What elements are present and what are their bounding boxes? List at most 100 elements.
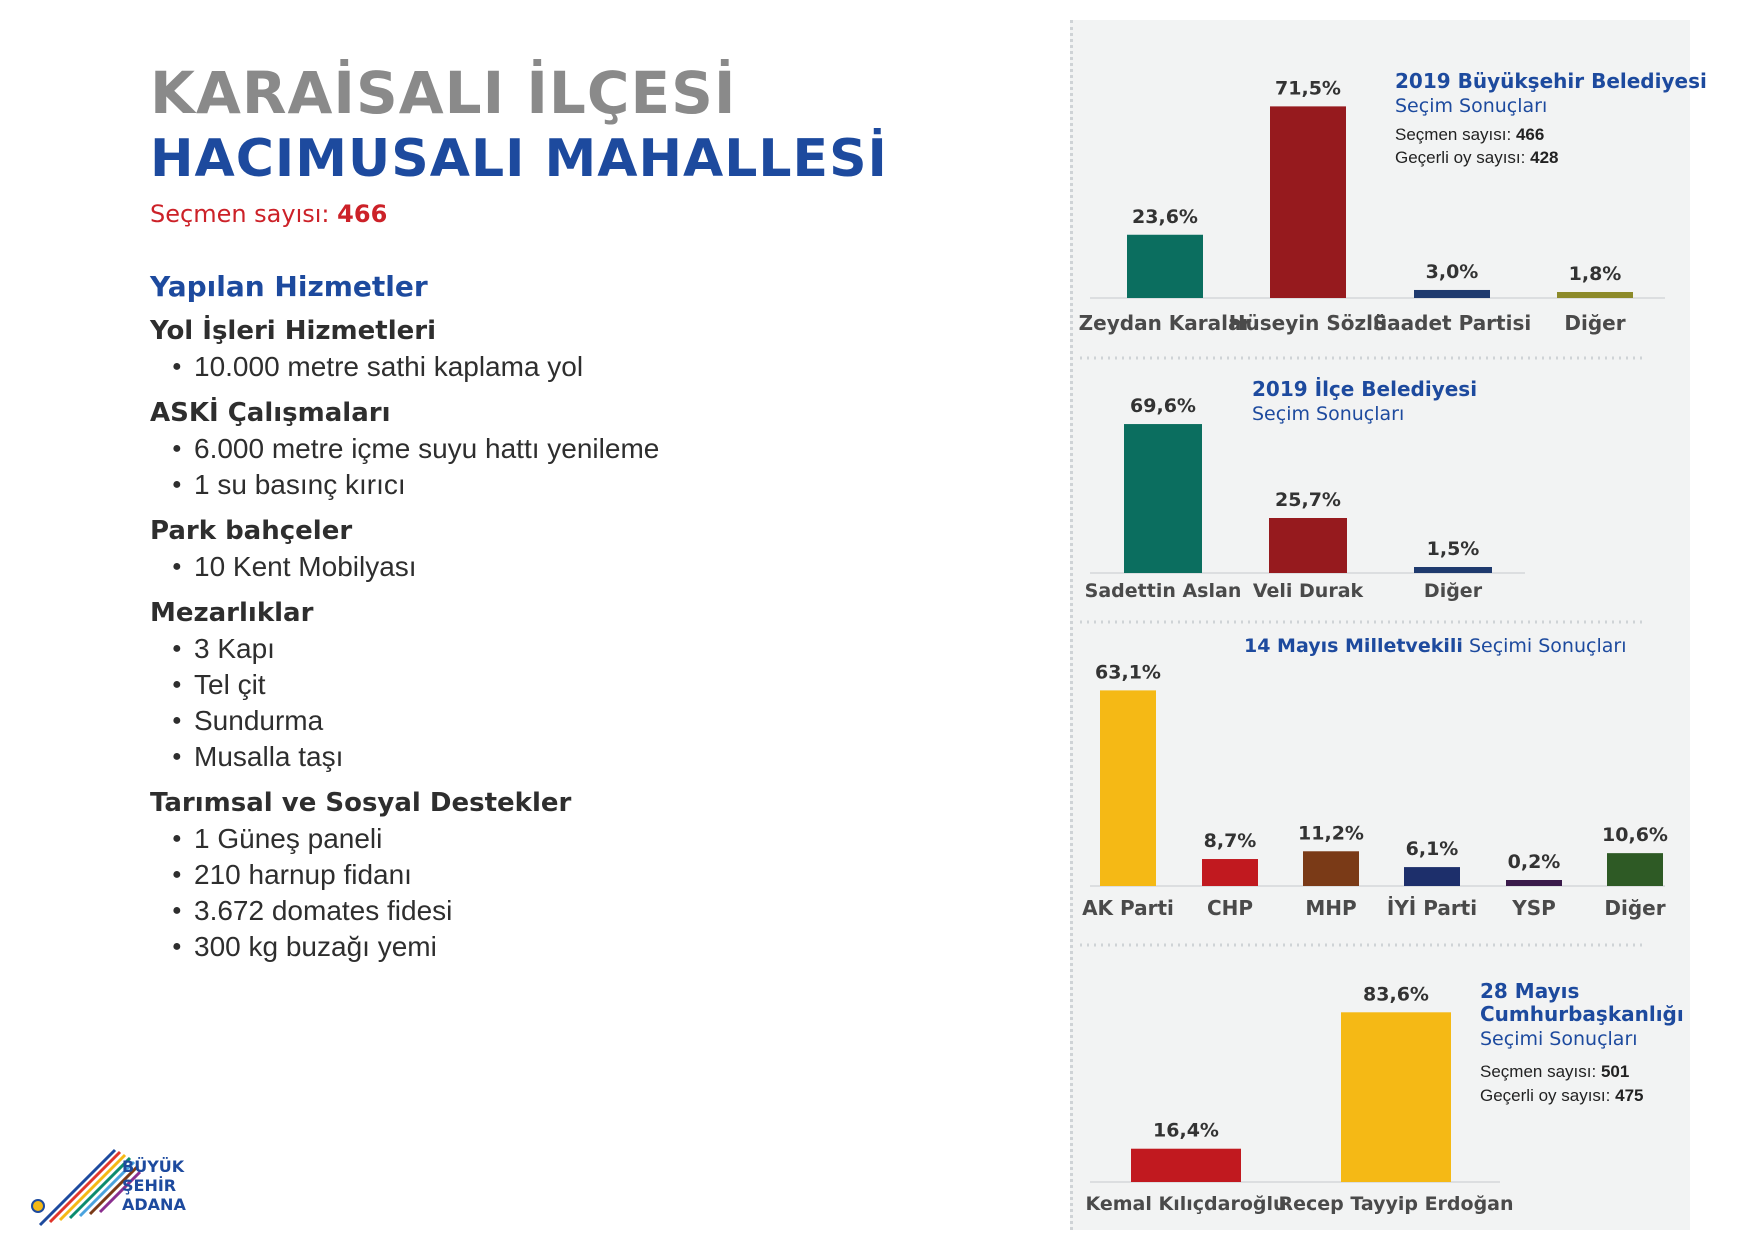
service-item: 210 harnup fidanı [172,857,950,893]
chart-category-label: Diğer [1604,896,1665,920]
chart-data-label: 23,6% [1132,206,1198,228]
chart-data-label: 3,0% [1426,261,1479,283]
chart-data-label: 63,1% [1095,661,1161,683]
chart-title-main: 14 Mayıs Milletvekili [1244,635,1463,657]
chart-bar [1414,289,1490,298]
service-section: Tarımsal ve Sosyal Destekler1 Güneş pane… [150,785,950,965]
chart-data-label: 83,6% [1363,983,1429,1005]
chart-subtitle: Seçim Sonuçları [1395,95,1547,117]
chart-bar [1100,690,1156,886]
chart-title: 2019 Büyükşehir Belediyesi [1395,69,1707,93]
service-item: 1 su basınç kırıcı [172,467,950,503]
service-section-title: Mezarlıklar [150,598,314,628]
chart-category-label: Diğer [1564,311,1625,335]
chart-info: Geçerli oy sayısı: 428 [1395,148,1558,167]
chart-info-value: 428 [1530,148,1558,167]
chart-bar [1202,859,1258,886]
service-items: 6.000 metre içme suyu hattı yenileme1 su… [150,431,950,503]
chart-data-label: 11,2% [1298,822,1364,844]
chart-category-label: CHP [1207,896,1253,920]
chart-category-label: İYİ Parti [1387,896,1477,920]
service-item: Sundurma [172,703,950,739]
service-items: 1 Güneş paneli210 harnup fidanı3.672 dom… [150,821,950,965]
chart-info-label: Seçmen sayısı: [1395,125,1511,144]
chart-category-label: Zeydan Karalar [1079,311,1252,335]
services-title: Yapılan Hizmetler [150,270,428,303]
service-section: Mezarlıklar3 KapıTel çitSundurmaMusalla … [150,595,950,775]
chart-bar [1269,518,1347,573]
chart-bar [1341,1012,1451,1182]
service-section-title: Yol İşleri Hizmetleri [150,316,436,346]
chart-info: Seçmen sayısı: 501 [1480,1062,1629,1081]
chart-data-label: 71,5% [1275,77,1341,99]
chart-title-line-2: Cumhurbaşkanlığı [1480,1002,1684,1026]
services-list: Yol İşleri Hizmetleri10.000 metre sathi … [150,313,950,965]
chart-bar [1506,880,1562,886]
service-item: 1 Güneş paneli [172,821,950,857]
chart-subtitle: Seçimi Sonuçları [1469,635,1627,657]
chart-bar [1404,867,1460,886]
chart-data-label: 1,5% [1427,538,1480,560]
voter-count-value: 466 [337,200,388,228]
voter-count-label: Seçmen sayısı: [150,200,330,228]
service-section: ASKİ Çalışmaları6.000 metre içme suyu ha… [150,395,950,503]
chart-info-label: Geçerli oy sayısı: [1395,148,1525,167]
service-section: Yol İşleri Hizmetleri10.000 metre sathi … [150,313,950,385]
service-item: Tel çit [172,667,950,703]
chart-category-label: MHP [1305,896,1356,920]
service-section-title: Park bahçeler [150,516,353,546]
chart-bar [1270,106,1346,298]
logo-line-1: BÜYÜK [122,1157,185,1176]
chart-category-label: Hüseyin Sözlü [1229,311,1387,335]
chart-category-label: Diğer [1424,580,1483,602]
chart-info-value: 501 [1601,1062,1629,1081]
logo-stripes-icon: BÜYÜK ŞEHİR ADANA [31,1148,186,1227]
service-section: Park bahçeler10 Kent Mobilyası [150,513,950,585]
service-items: 10.000 metre sathi kaplama yol [150,349,950,385]
chart-title: 2019 İlçe Belediyesi [1252,377,1477,401]
service-items: 3 KapıTel çitSundurmaMusalla taşı [150,631,950,775]
chart-title: 14 Mayıs Milletvekili Seçimi Sonuçları [1244,635,1626,657]
chart-bar [1131,1148,1241,1182]
district-title: KARAİSALI İLÇESİ [150,59,737,127]
chart-data-label: 0,2% [1508,851,1561,873]
chart-bar [1557,292,1633,298]
chart-subtitle: Seçimi Sonuçları [1480,1028,1638,1050]
chart-data-label: 1,8% [1569,263,1622,285]
chart-title: 28 Mayıs [1480,979,1579,1003]
panel-divider [1070,20,1073,1230]
chart-category-label: Kemal Kılıçdaroğlu [1085,1193,1286,1215]
chart-category-label: YSP [1511,896,1556,920]
service-item: 300 kg buzağı yemi [172,929,950,965]
chart-data-label: 16,4% [1153,1120,1219,1142]
chart-data-label: 8,7% [1204,830,1257,852]
chart-category-label: Saadet Partisi [1373,311,1531,335]
chart-data-label: 25,7% [1275,489,1341,511]
chart-info-label: Geçerli oy sayısı: [1480,1086,1610,1105]
service-item: 6.000 metre içme suyu hattı yenileme [172,431,950,467]
service-item: 10 Kent Mobilyası [172,549,950,585]
service-item: 10.000 metre sathi kaplama yol [172,349,950,385]
service-items: 10 Kent Mobilyası [150,549,950,585]
service-item: Musalla taşı [172,739,950,775]
chart-info: Geçerli oy sayısı: 475 [1480,1086,1643,1105]
chart-info-label: Seçmen sayısı: [1480,1062,1596,1081]
logo-line-2: ŞEHİR [122,1176,176,1195]
left-column: KARAİSALI İLÇESİ HACIMUSALI MAHALLESİ Se… [150,60,950,965]
chart-data-label: 10,6% [1602,824,1668,846]
chart-category-label: Sadettin Aslan [1085,580,1242,602]
chart-category-label: Recep Tayyip Erdoğan [1278,1193,1513,1215]
chart-bar [1414,567,1492,573]
chart-category-label: Veli Durak [1253,580,1364,602]
chart-bar [1124,424,1202,573]
service-section-title: ASKİ Çalışmaları [150,398,391,428]
logo-line-3: ADANA [122,1195,186,1214]
chart-data-label: 69,6% [1130,395,1196,417]
service-item: 3.672 domates fidesi [172,893,950,929]
chart-data-label: 6,1% [1406,838,1459,860]
chart-bar [1607,853,1663,886]
chart-info-value: 466 [1516,125,1544,144]
chart-info-value: 475 [1615,1086,1643,1105]
chart-bar [1127,234,1203,298]
